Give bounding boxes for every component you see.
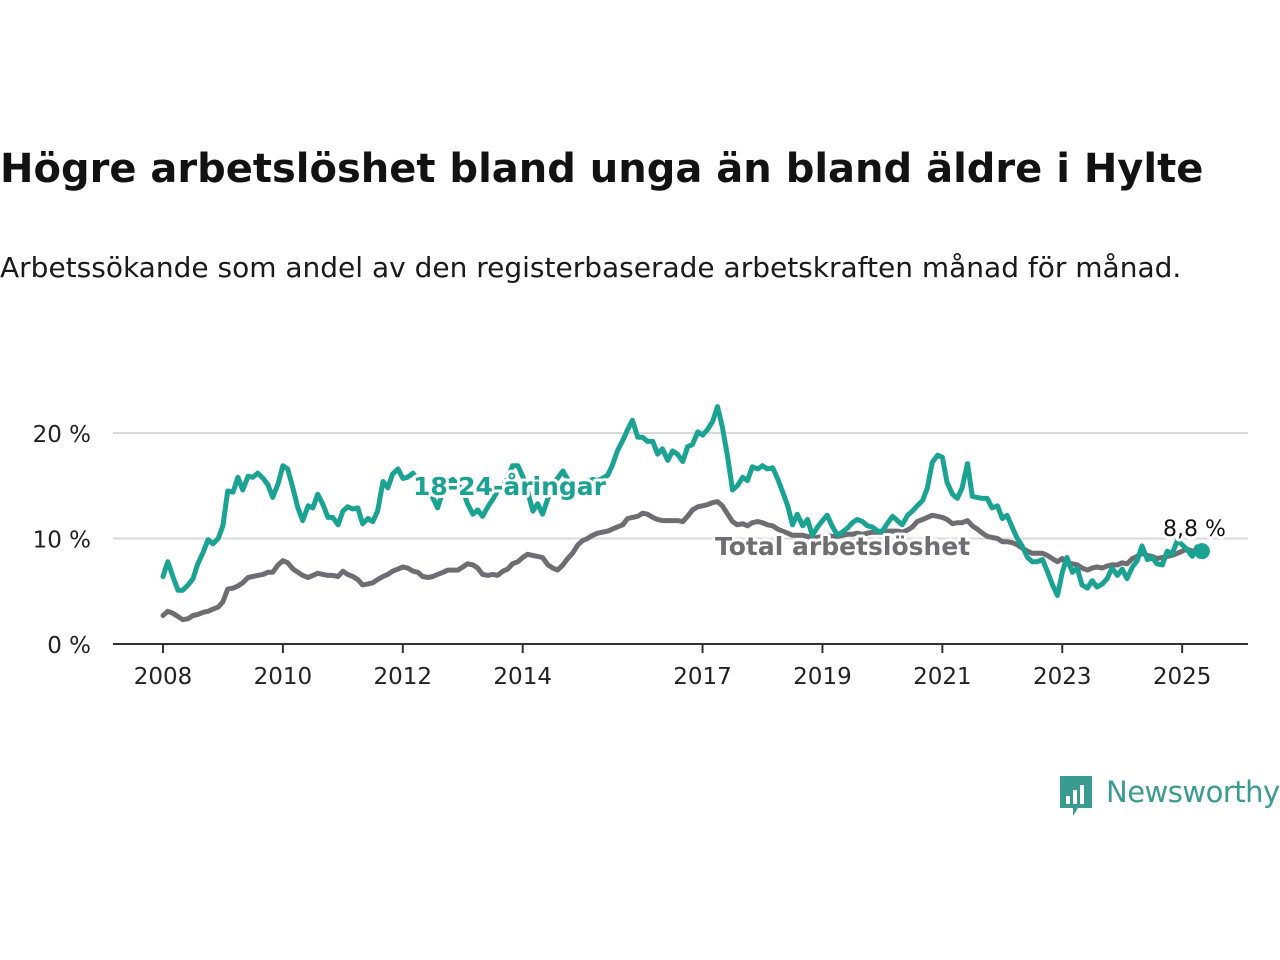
series-line-total: [160, 499, 1205, 623]
gridlines: [113, 432, 1248, 540]
x-tick-label: 2023: [1033, 664, 1092, 690]
x-axis-ticks: 2008 2010 2012 2014 2017 2019 2021 2023 2025: [134, 644, 1212, 690]
x-tick-label: 2017: [673, 664, 732, 690]
chart-subtitle: Arbetssökande som andel av den registerb…: [0, 251, 1182, 284]
x-tick-label: 2025: [1153, 664, 1212, 690]
chart-title: Högre arbetslöshet bland unga än bland ä…: [0, 146, 1204, 192]
y-tick-label: 20 %: [33, 422, 91, 448]
x-tick-label: 2019: [793, 664, 852, 690]
newsworthy-logo: Newsworthy: [1058, 772, 1280, 818]
series-label-total: Total arbetslöshet: [715, 532, 970, 561]
series-label-18-24: 18-24-åringar: [413, 472, 607, 501]
end-point-marker: [1193, 543, 1210, 560]
y-tick-label: 0 %: [47, 633, 91, 659]
series-lines: [160, 404, 1210, 623]
x-tick-label: 2012: [374, 664, 433, 690]
newsworthy-bar-chart-icon: [1060, 776, 1092, 816]
y-axis-tick-labels: 0 % 10 % 20 %: [33, 422, 91, 659]
series-labels: 18-24-åringar Total arbetslöshet 8,8 %: [410, 469, 1229, 564]
x-tick-label: 2008: [134, 664, 193, 690]
series-line-18-24: [160, 404, 1205, 598]
end-value-label: 8,8 %: [1163, 517, 1226, 542]
x-tick-label: 2014: [493, 664, 552, 690]
x-tick-label: 2021: [913, 664, 972, 690]
brand-name: Newsworthy: [1106, 775, 1280, 809]
y-tick-label: 10 %: [33, 528, 91, 554]
line-chart: 0 % 10 % 20 % 2008 2010 2012 2014 2017 2019 2021…: [33, 404, 1248, 690]
x-tick-label: 2010: [254, 664, 313, 690]
